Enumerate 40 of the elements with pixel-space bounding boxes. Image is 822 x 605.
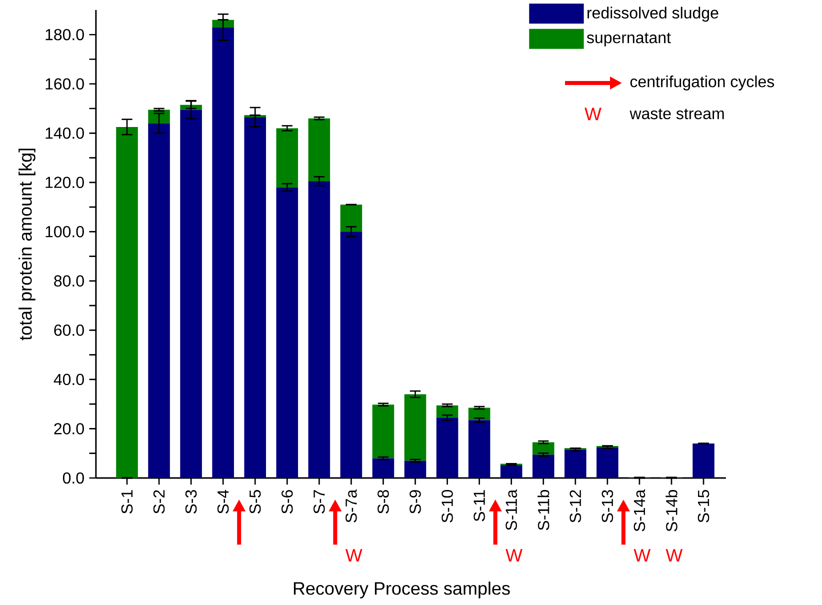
x-tick-label: S-8: [378, 490, 389, 514]
text: W: [345, 549, 362, 562]
text: W: [634, 549, 651, 562]
y-tick-label: 40.0: [54, 374, 84, 386]
annotation: centrifugation cycles: [630, 76, 774, 90]
x-tick-label: S-11b: [538, 490, 550, 530]
x-tick-label: S-3: [185, 490, 197, 514]
x-tick-label: S-2: [153, 490, 165, 514]
x-tick-label: S-6: [281, 490, 293, 514]
y-axis-title: total protein amount [kg]: [18, 148, 36, 340]
y-tick-label: 120.0: [46, 176, 84, 188]
y-tick-label: 180.0: [46, 28, 84, 40]
text: W: [506, 549, 522, 562]
x-tick-label: S-7a: [346, 489, 357, 522]
annotation: W: [584, 108, 602, 120]
x-tick-label: S-7: [314, 490, 325, 514]
x-tick-label: S-11a: [506, 489, 517, 530]
x-tick-label: S-12: [570, 490, 582, 522]
x-tick-label: S-14b: [666, 490, 678, 532]
x-tick-label: S-5: [249, 490, 261, 514]
legend-label: redissolved sludge: [588, 6, 718, 22]
annotation: waste stream: [630, 108, 724, 120]
y-tick-label: 140.0: [46, 127, 84, 139]
y-tick-label: 0.0: [62, 472, 84, 484]
x-tick-label: S-9: [410, 490, 421, 514]
x-tick-label: S-4: [217, 490, 229, 514]
x-tick-label: S-10: [442, 490, 453, 522]
x-axis-title: Recovery Process samples: [294, 582, 510, 598]
y-tick-label: 80.0: [54, 275, 84, 287]
x-tick-label: S-1: [121, 490, 133, 514]
y-tick-label: 160.0: [46, 78, 84, 90]
x-tick-label: S-13: [602, 490, 614, 522]
text: W: [666, 549, 683, 562]
x-tick-label: S-14a: [634, 489, 646, 532]
y-tick-label: 60.0: [54, 324, 84, 336]
x-tick-label: S-15: [698, 490, 710, 522]
legend-label: supernatant: [586, 32, 671, 46]
y-tick-label: 100.0: [46, 226, 84, 238]
x-tick-label: S-11: [474, 490, 485, 522]
y-tick-label: 20.0: [54, 423, 84, 434]
